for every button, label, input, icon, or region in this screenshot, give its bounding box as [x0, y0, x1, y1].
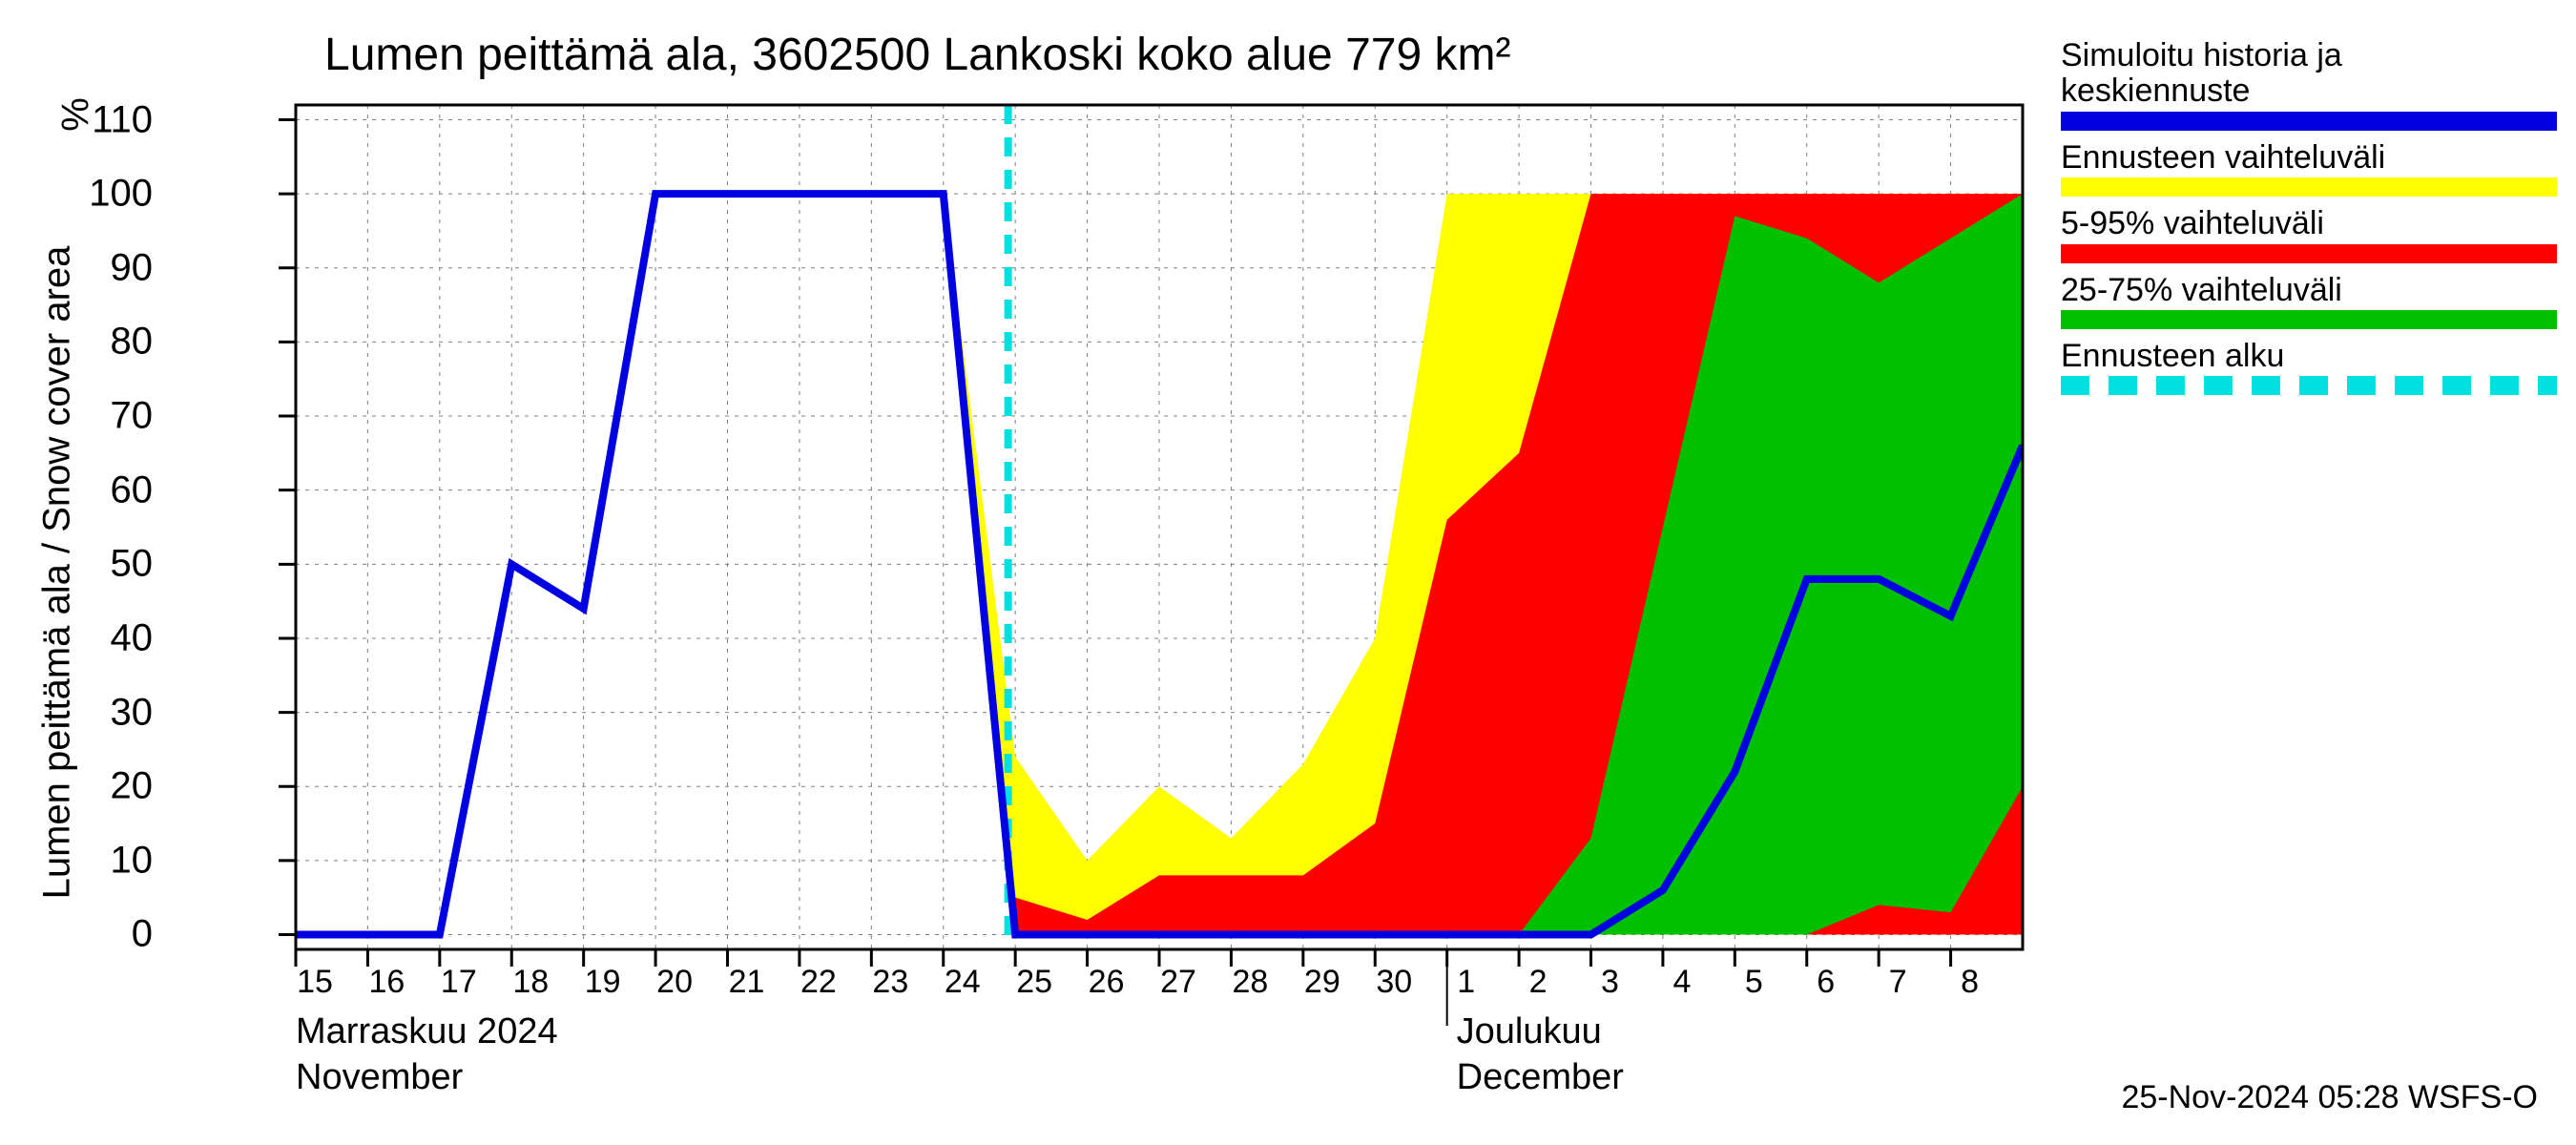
x-tick-label: 7 [1889, 964, 1907, 1001]
y-tick-label: 50 [111, 543, 154, 586]
legend-item: Ennusteen alku [2061, 339, 2557, 395]
footer-timestamp: 25-Nov-2024 05:28 WSFS-O [2121, 1079, 2538, 1116]
x-tick-label: 30 [1376, 964, 1412, 1001]
x-tick-label: 26 [1089, 964, 1125, 1001]
x-tick-label: 20 [656, 964, 693, 1001]
x-tick-label: 29 [1304, 964, 1340, 1001]
x-tick-label: 16 [368, 964, 405, 1001]
y-tick-label: 100 [89, 173, 153, 216]
x-tick-label: 15 [297, 964, 333, 1001]
legend-label: 25-75% vaihteluväli [2061, 273, 2557, 308]
month-label: December [1457, 1057, 1624, 1098]
x-tick-label: 21 [729, 964, 765, 1001]
x-tick-label: 27 [1160, 964, 1196, 1001]
x-tick-label: 2 [1529, 964, 1548, 1001]
x-tick-label: 4 [1672, 964, 1691, 1001]
y-tick-label: 20 [111, 765, 154, 808]
legend: Simuloitu historia jakeskiennuste Ennuste… [2061, 38, 2557, 405]
legend-label: Simuloitu historia ja [2061, 38, 2557, 73]
x-tick-label: 22 [800, 964, 837, 1001]
x-tick-label: 1 [1457, 964, 1475, 1001]
legend-label: Ennusteen alku [2061, 339, 2557, 374]
y-tick-label: 0 [132, 913, 153, 956]
x-tick-label: 24 [945, 964, 981, 1001]
legend-item: 25-75% vaihteluväli [2061, 273, 2557, 329]
legend-swatch [2061, 310, 2557, 329]
y-tick-label: 10 [111, 839, 154, 882]
y-tick-label: 110 [92, 98, 153, 141]
month-label: Joulukuu [1457, 1011, 1602, 1052]
y-tick-label: 60 [111, 468, 154, 511]
legend-label: 5-95% vaihteluväli [2061, 206, 2557, 241]
x-tick-label: 19 [585, 964, 621, 1001]
y-tick-label: 90 [111, 246, 154, 289]
x-tick-label: 25 [1016, 964, 1052, 1001]
legend-swatch [2061, 244, 2557, 263]
x-tick-label: 28 [1232, 964, 1268, 1001]
legend-label: keskiennuste [2061, 73, 2557, 109]
x-tick-label: 17 [441, 964, 477, 1001]
legend-item: Ennusteen vaihteluväli [2061, 140, 2557, 197]
x-tick-label: 3 [1601, 964, 1619, 1001]
month-label: November [296, 1057, 463, 1098]
y-tick-label: 70 [111, 395, 154, 438]
legend-label: Ennusteen vaihteluväli [2061, 140, 2557, 176]
x-tick-label: 8 [1961, 964, 1979, 1001]
legend-swatch [2061, 376, 2557, 395]
legend-item: Simuloitu historia jakeskiennuste [2061, 38, 2557, 131]
legend-swatch [2061, 112, 2557, 131]
legend-item: 5-95% vaihteluväli [2061, 206, 2557, 262]
y-tick-label: 40 [111, 616, 154, 659]
chart-container: Lumen peittämä ala, 3602500 Lankoski kok… [0, 0, 2576, 1145]
x-tick-label: 18 [512, 964, 549, 1001]
y-tick-label: 30 [111, 691, 154, 734]
legend-swatch [2061, 177, 2557, 197]
x-tick-label: 5 [1745, 964, 1763, 1001]
month-label: Marraskuu 2024 [296, 1011, 558, 1052]
x-tick-label: 23 [872, 964, 908, 1001]
y-tick-label: 80 [111, 321, 154, 364]
x-tick-label: 6 [1817, 964, 1835, 1001]
